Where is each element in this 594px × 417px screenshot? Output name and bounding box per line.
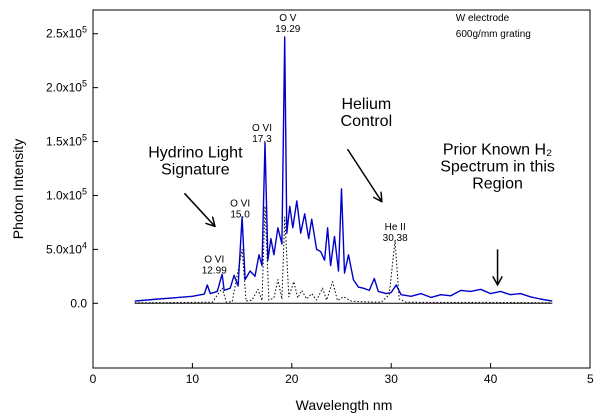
plot-frame: [92, 9, 591, 369]
callout-arrow: [183, 192, 214, 225]
callout-text: Prior Known H₂ Spectrum in this Region: [440, 141, 555, 192]
spectrum-series-dotted: [134, 205, 553, 304]
callout-text: Hydrino Light Signature: [148, 145, 243, 179]
y-tick-label: 2.5x105: [46, 25, 87, 41]
y-tick-label: 2.0x105: [46, 79, 87, 95]
peak-annotation: O V 19.29: [275, 13, 300, 35]
spectrum-series-solid: [134, 36, 553, 302]
callout-text: Helium Control: [341, 96, 393, 130]
peak-annotation: O VI 17.3: [252, 123, 272, 145]
y-tick-label: 0.0: [70, 296, 87, 310]
peak-annotation: O VI 15.0: [230, 198, 250, 220]
x-tick-label: 20: [285, 372, 299, 386]
x-tick-label: 0: [90, 372, 97, 386]
y-axis-title: Photon Intensity: [10, 139, 26, 239]
peak-annotation: He II 30.38: [383, 222, 408, 244]
y-tick-label: 1.0x105: [46, 186, 87, 202]
x-tick-label: 30: [385, 372, 399, 386]
y-tick-label: 5.0x104: [46, 240, 87, 256]
x-axis-title: Wavelength nm: [296, 397, 393, 413]
peak-annotation: O VI 12.99: [202, 254, 227, 276]
experiment-note: W electrode 600g/mm grating: [456, 13, 531, 40]
x-tick-label: 5: [587, 372, 594, 386]
x-tick-label: 40: [484, 372, 498, 386]
x-tick-label: 10: [186, 372, 200, 386]
callout-arrow: [346, 148, 381, 201]
y-tick-label: 1.5x105: [46, 133, 87, 149]
